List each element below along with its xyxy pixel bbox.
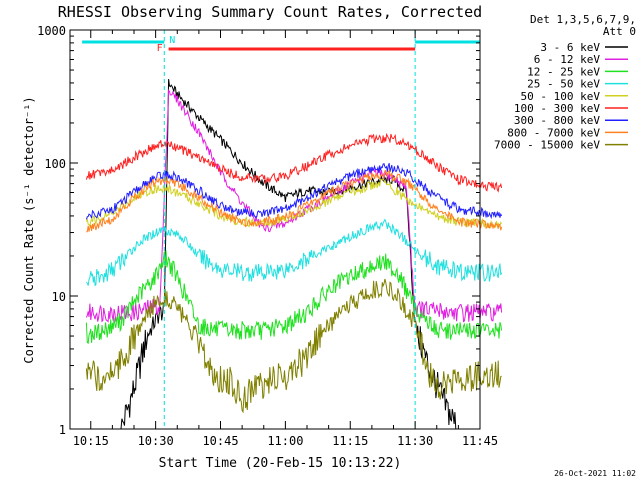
- legend-label-300-800-kev: 300 - 800 keV: [514, 114, 600, 127]
- x-tick-label: 11:45: [462, 434, 498, 448]
- y-tick-label: 1: [59, 423, 66, 437]
- y-tick-label: 1000: [37, 24, 66, 38]
- legend-label-7000-15000-kev: 7000 - 15000 keV: [494, 139, 600, 152]
- x-tick-label: 10:15: [73, 434, 109, 448]
- x-axis-label: Start Time (20-Feb-15 10:13:22): [159, 456, 402, 471]
- series-line-100-300-kev: [85, 132, 503, 193]
- flare-flag-label: F: [157, 43, 163, 54]
- series-line-50-100-kev: [85, 178, 503, 229]
- night-flag-label: N: [169, 35, 175, 46]
- series-line-3-6-kev: [120, 79, 459, 430]
- legend-label-25-50-kev: 25 - 50 keV: [527, 78, 600, 91]
- y-axis-label: Corrected Count Rate (s⁻¹ detector⁻¹): [22, 96, 36, 363]
- y-tick-label: 10: [52, 290, 66, 304]
- x-tick-label: 10:45: [202, 434, 238, 448]
- legend-label-100-300-kev: 100 - 300 keV: [514, 102, 600, 115]
- x-tick-label: 11:00: [267, 434, 303, 448]
- series-line-300-800-kev: [85, 163, 503, 220]
- legend-header-line: Det 1,3,5,6,7,9,: [530, 13, 636, 26]
- date-stamp: 26-Oct-2021 11:02: [554, 469, 636, 478]
- series-layer: [85, 79, 503, 430]
- marker-layer: [163, 30, 416, 429]
- series-line-800-7000-kev: [86, 169, 503, 233]
- chart-title: RHESSI Observing Summary Count Rates, Co…: [58, 3, 482, 21]
- legend-label-12-25-kev: 12 - 25 keV: [527, 65, 600, 78]
- x-tick-label: 10:30: [138, 434, 174, 448]
- x-tick-label: 11:15: [332, 434, 368, 448]
- series-line-25-50-kev: [86, 218, 503, 287]
- x-tick-label: 11:30: [397, 434, 433, 448]
- series-line-12-25-kev: [85, 250, 503, 344]
- flag-layer: NF: [82, 35, 480, 54]
- plot-frame: [69, 29, 481, 430]
- y-tick-label: 100: [44, 157, 66, 171]
- legend-header-line: Att 0: [603, 25, 636, 38]
- legend-label-3-6-kev: 3 - 6 keV: [540, 41, 600, 54]
- axis-layer: 10:15 10:30 10:45 11:00 11:15 11:30 11:45 1 10 10…: [37, 24, 498, 448]
- legend-label-800-7000-kev: 800 - 7000 keV: [507, 126, 600, 139]
- legend-label-50-100-kev: 50 - 100 keV: [521, 90, 601, 103]
- series-line-7000-15000-kev: [85, 278, 502, 414]
- legend-label-6-12-kev: 6 - 12 keV: [534, 53, 601, 66]
